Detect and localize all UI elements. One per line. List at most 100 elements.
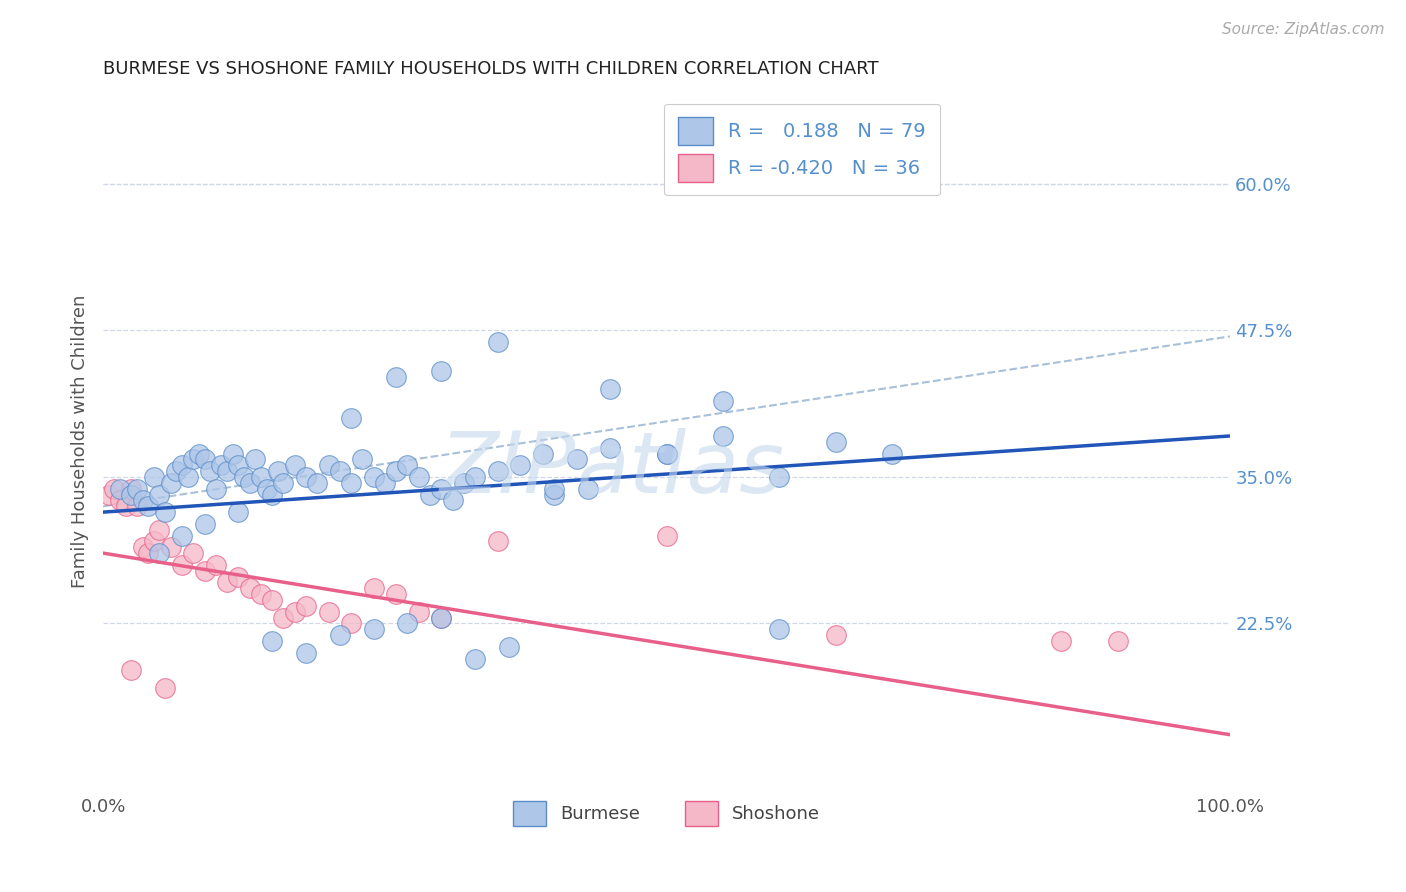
Point	[194, 516, 217, 531]
Point	[599, 441, 621, 455]
Point	[159, 541, 181, 555]
Point	[153, 681, 176, 695]
Point	[284, 605, 307, 619]
Point	[318, 458, 340, 473]
Point	[385, 370, 408, 384]
Point	[125, 482, 148, 496]
Point	[340, 411, 363, 425]
Point	[245, 452, 267, 467]
Point	[200, 464, 222, 478]
Point	[97, 487, 120, 501]
Point	[233, 470, 256, 484]
Legend: Burmese, Shoshone: Burmese, Shoshone	[506, 794, 827, 833]
Point	[486, 534, 509, 549]
Point	[148, 546, 170, 560]
Point	[768, 622, 790, 636]
Point	[187, 446, 209, 460]
Point	[419, 487, 441, 501]
Point	[576, 482, 599, 496]
Point	[228, 505, 250, 519]
Point	[543, 487, 565, 501]
Point	[262, 487, 284, 501]
Point	[295, 470, 318, 484]
Point	[131, 541, 153, 555]
Point	[217, 464, 239, 478]
Point	[531, 446, 554, 460]
Point	[284, 458, 307, 473]
Point	[307, 475, 329, 490]
Point	[165, 464, 187, 478]
Point	[352, 452, 374, 467]
Point	[655, 446, 678, 460]
Point	[159, 475, 181, 490]
Point	[222, 446, 245, 460]
Point	[711, 393, 734, 408]
Point	[441, 493, 464, 508]
Point	[655, 446, 678, 460]
Point	[136, 546, 159, 560]
Point	[498, 640, 520, 654]
Point	[181, 452, 204, 467]
Text: atlas: atlas	[576, 428, 785, 511]
Point	[262, 634, 284, 648]
Point	[385, 587, 408, 601]
Point	[131, 493, 153, 508]
Point	[273, 610, 295, 624]
Point	[430, 482, 453, 496]
Point	[142, 534, 165, 549]
Point	[329, 464, 352, 478]
Point	[882, 446, 904, 460]
Point	[543, 482, 565, 496]
Point	[194, 564, 217, 578]
Point	[565, 452, 588, 467]
Point	[170, 558, 193, 572]
Point	[486, 464, 509, 478]
Point	[363, 622, 385, 636]
Y-axis label: Family Households with Children: Family Households with Children	[72, 295, 89, 589]
Point	[1107, 634, 1129, 648]
Point	[120, 487, 142, 501]
Point	[340, 616, 363, 631]
Point	[385, 464, 408, 478]
Point	[464, 470, 486, 484]
Point	[486, 335, 509, 350]
Point	[217, 575, 239, 590]
Point	[396, 616, 419, 631]
Point	[170, 458, 193, 473]
Point	[768, 470, 790, 484]
Point	[205, 558, 228, 572]
Point	[363, 470, 385, 484]
Point	[142, 470, 165, 484]
Point	[408, 470, 430, 484]
Point	[120, 482, 142, 496]
Point	[194, 452, 217, 467]
Point	[108, 482, 131, 496]
Point	[239, 475, 262, 490]
Point	[228, 569, 250, 583]
Point	[329, 628, 352, 642]
Point	[239, 582, 262, 596]
Point	[464, 651, 486, 665]
Point	[267, 464, 290, 478]
Point	[148, 487, 170, 501]
Point	[430, 610, 453, 624]
Point	[170, 528, 193, 542]
Point	[295, 599, 318, 613]
Point	[655, 528, 678, 542]
Point	[108, 493, 131, 508]
Point	[153, 505, 176, 519]
Point	[374, 475, 396, 490]
Point	[430, 610, 453, 624]
Point	[125, 500, 148, 514]
Point	[211, 458, 233, 473]
Point	[181, 546, 204, 560]
Point	[363, 582, 385, 596]
Point	[148, 523, 170, 537]
Point	[408, 605, 430, 619]
Point	[824, 434, 846, 449]
Point	[599, 382, 621, 396]
Point	[228, 458, 250, 473]
Point	[176, 470, 198, 484]
Point	[509, 458, 531, 473]
Point	[136, 500, 159, 514]
